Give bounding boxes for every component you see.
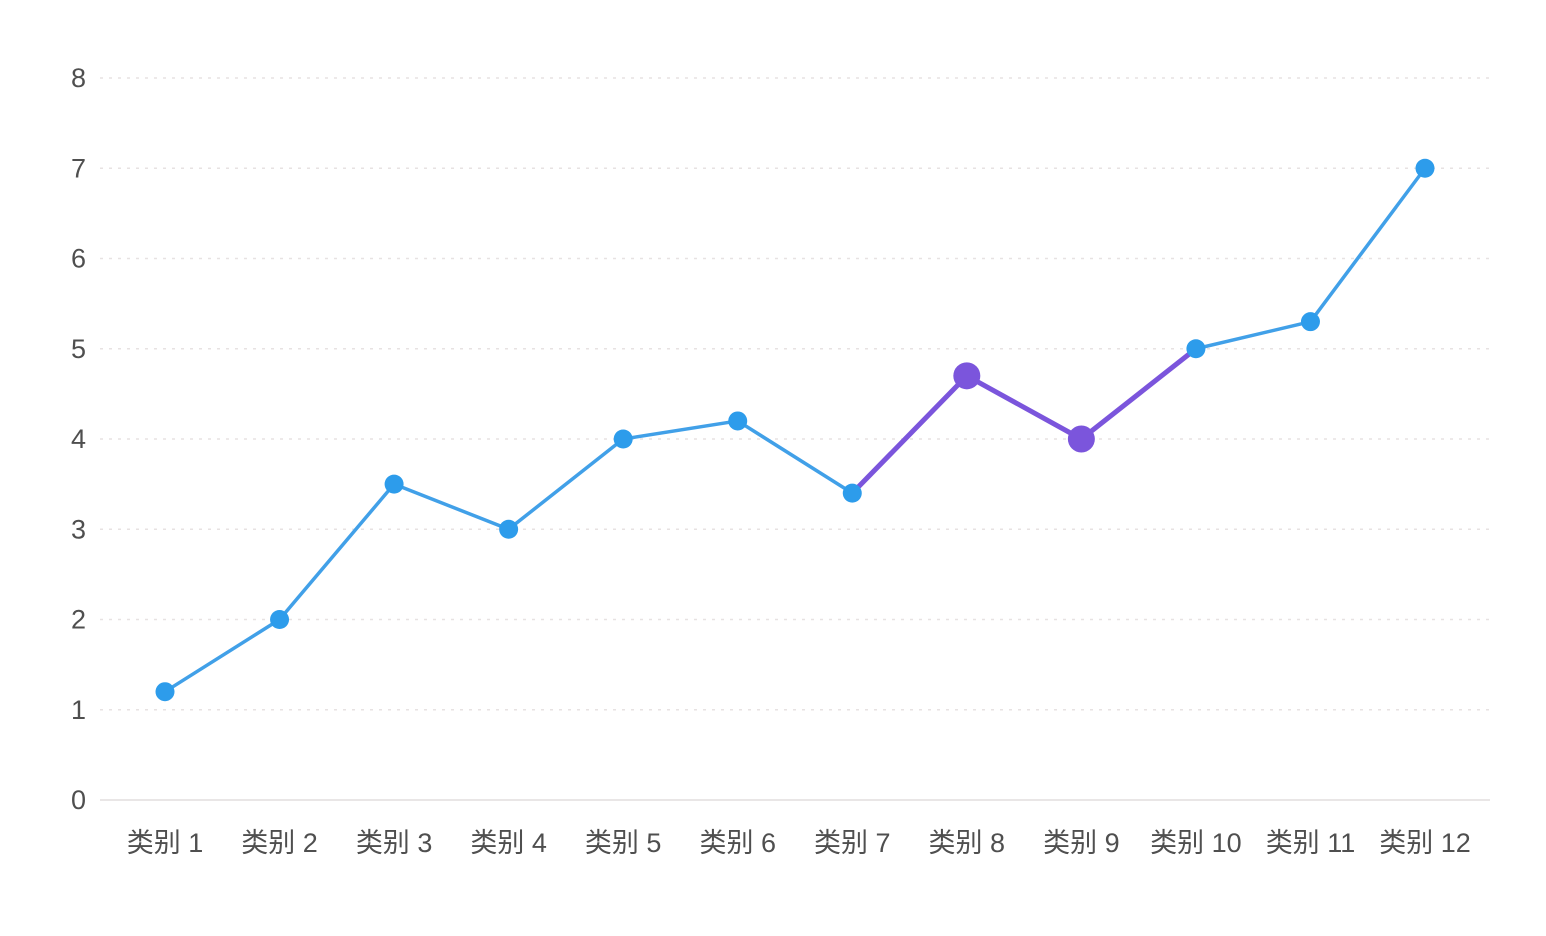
x-tick-label: 类别 3 (356, 828, 433, 858)
x-tick-label: 类别 1 (127, 828, 204, 858)
x-tick-label: 类别 4 (470, 828, 547, 858)
y-tick-label: 7 (71, 153, 86, 183)
data-point (1415, 158, 1435, 178)
data-point (155, 682, 175, 702)
line-segment (1308, 166, 1427, 324)
line-segment-highlight (849, 373, 970, 496)
x-tick-label: 类别 10 (1150, 828, 1242, 858)
y-tick-label: 2 (71, 605, 86, 635)
data-point (842, 483, 862, 503)
line-segment (1194, 319, 1313, 351)
line-segment (392, 482, 511, 531)
x-tick-label: 类别 7 (814, 828, 891, 858)
x-tick-label: 类别 5 (585, 828, 662, 858)
line-segment (277, 482, 396, 622)
data-point (613, 429, 633, 449)
data-point-highlight (953, 362, 981, 390)
x-tick-label: 类别 9 (1043, 828, 1120, 858)
line-segment (163, 617, 282, 694)
x-tick-label: 类别 6 (699, 828, 776, 858)
y-tick-label: 3 (71, 514, 86, 544)
y-tick-label: 4 (71, 424, 86, 454)
line-segment-highlight (964, 373, 1084, 442)
x-tick-label: 类别 8 (929, 828, 1006, 858)
line-segment-highlight (1078, 346, 1199, 442)
y-tick-label: 1 (71, 695, 86, 725)
x-tick-label: 类别 2 (241, 828, 318, 858)
data-point (728, 411, 748, 431)
data-point (499, 519, 519, 539)
data-point (1300, 312, 1320, 332)
x-tick-label: 类别 12 (1379, 828, 1471, 858)
data-point (270, 610, 290, 629)
data-point (1186, 339, 1206, 359)
data-point-highlight (1067, 425, 1095, 453)
x-tick-label: 类别 11 (1266, 828, 1356, 858)
y-tick-label: 6 (71, 244, 86, 274)
y-tick-label: 8 (71, 63, 86, 93)
line-segment (506, 437, 625, 531)
line-segment (621, 419, 740, 441)
y-tick-label: 0 (71, 785, 86, 815)
data-point (384, 474, 404, 494)
y-tick-label: 5 (71, 334, 86, 364)
line-segment (735, 419, 855, 495)
